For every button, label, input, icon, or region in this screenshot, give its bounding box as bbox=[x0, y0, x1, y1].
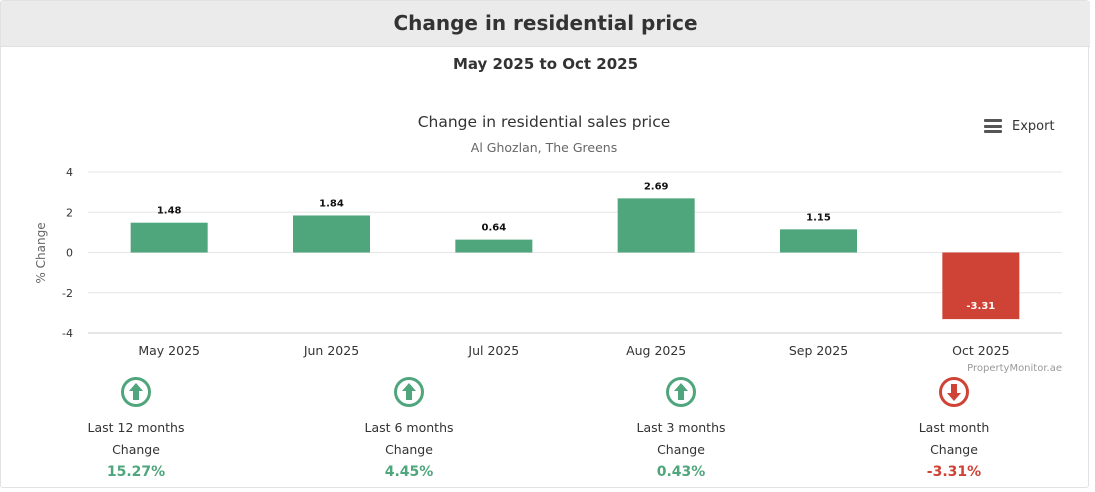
y-tick-label: 0 bbox=[66, 247, 73, 260]
stat-sub: Change bbox=[657, 442, 705, 457]
menu-icon bbox=[984, 119, 1002, 133]
data-label: 2.69 bbox=[644, 181, 669, 192]
stat-last-3-months: Last 3 months Change 0.43% bbox=[601, 377, 761, 483]
arrow-up-icon bbox=[394, 377, 424, 407]
stat-last-6-months: Last 6 months Change 4.45% bbox=[329, 377, 489, 483]
x-tick-label: Jun 2025 bbox=[303, 343, 359, 358]
x-tick-label: Oct 2025 bbox=[952, 343, 1009, 358]
bar[interactable] bbox=[780, 229, 857, 253]
x-tick-label: Sep 2025 bbox=[789, 343, 848, 358]
stat-last-12-months: Last 12 months Change 15.27% bbox=[56, 377, 216, 483]
stat-value: 4.45% bbox=[384, 464, 434, 480]
y-tick-label: -4 bbox=[62, 327, 73, 340]
data-label: 1.15 bbox=[806, 212, 831, 223]
bars bbox=[130, 198, 1020, 320]
stat-sub: Change bbox=[385, 442, 433, 457]
stat-label: Last month bbox=[918, 420, 990, 435]
bar[interactable] bbox=[455, 239, 533, 253]
x-tick-label: Aug 2025 bbox=[626, 343, 686, 358]
y-tick-label: -2 bbox=[62, 287, 73, 300]
stat-last-month: Last month Change -3.31% bbox=[874, 377, 1034, 483]
labels: -4 -2 0 2 4 1.48 May 2025 1.84 Jun 2025 0.64 Jul 2… bbox=[62, 166, 1010, 358]
bar-chart: Change in residential sales price Al Gho… bbox=[34, 113, 1062, 373]
stat-label: Last 12 months bbox=[87, 420, 185, 435]
data-label: 0.64 bbox=[481, 223, 506, 234]
x-tick-label: May 2025 bbox=[138, 343, 200, 358]
bar[interactable] bbox=[130, 222, 208, 253]
stat-sub: Change bbox=[930, 442, 978, 457]
stat-value: 15.27% bbox=[106, 464, 166, 480]
data-label: -3.31 bbox=[966, 301, 995, 312]
export-label: Export bbox=[1012, 118, 1055, 134]
bar[interactable] bbox=[617, 198, 695, 253]
arrow-down-icon bbox=[939, 377, 969, 407]
stat-sub: Change bbox=[112, 442, 160, 457]
x-tick-label: Jul 2025 bbox=[467, 343, 519, 358]
chart-subtitle: Al Ghozlan, The Greens bbox=[471, 140, 617, 155]
chart-credit[interactable]: PropertyMonitor.ae bbox=[967, 363, 1062, 373]
data-label: 1.48 bbox=[157, 206, 182, 217]
y-axis-title: % Change bbox=[34, 222, 48, 283]
bar[interactable] bbox=[293, 215, 370, 253]
page-title: Change in residential price bbox=[1, 1, 1090, 47]
stat-label: Last 3 months bbox=[636, 420, 726, 435]
export-button[interactable]: Export bbox=[984, 114, 1055, 138]
period-label: May 2025 to Oct 2025 bbox=[452, 55, 639, 73]
stat-label: Last 6 months bbox=[364, 420, 454, 435]
arrow-up-icon bbox=[666, 377, 696, 407]
y-tick-label: 4 bbox=[66, 166, 73, 179]
arrow-up-icon bbox=[121, 377, 151, 407]
grid-lines bbox=[88, 171, 1062, 334]
stat-value: -3.31% bbox=[926, 464, 982, 480]
data-label: 1.84 bbox=[319, 198, 344, 209]
stat-value: 0.43% bbox=[656, 464, 706, 480]
bar[interactable] bbox=[942, 252, 1020, 320]
y-tick-label: 2 bbox=[66, 206, 73, 219]
chart-title: Change in residential sales price bbox=[418, 113, 671, 131]
